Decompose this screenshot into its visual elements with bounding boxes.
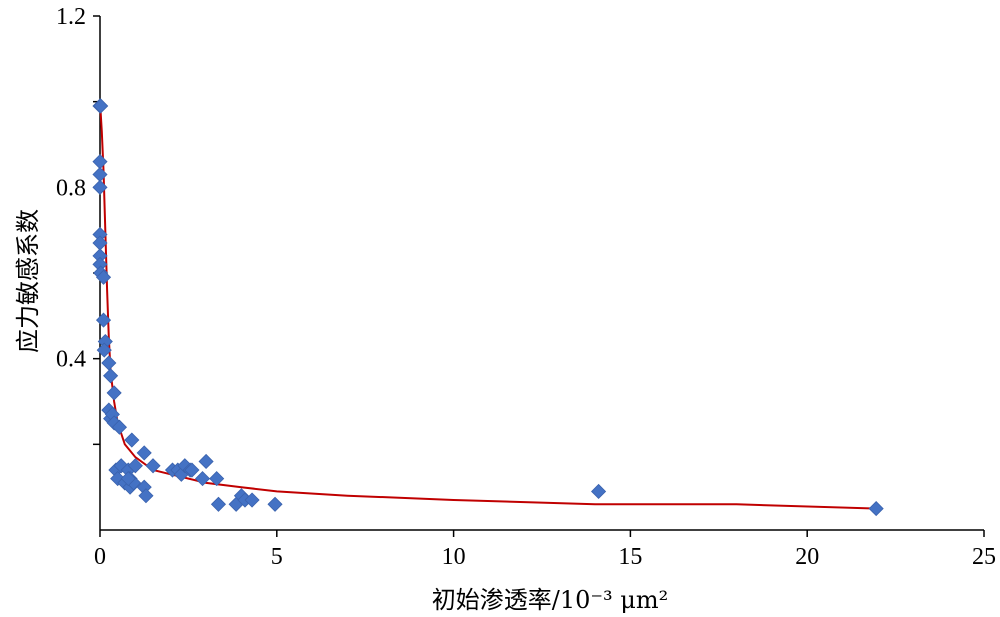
data-point [95,269,112,285]
y-tick-label: 0.8 [56,175,86,201]
data-point [106,385,122,401]
data-point [591,483,607,500]
data-point [103,368,119,384]
data-points-layer [92,98,884,517]
data-point [184,462,200,478]
x-tick-label: 10 [442,544,466,570]
data-point [111,419,128,435]
y-tick-label: 1.2 [56,4,86,30]
y-tick-label: 0.4 [56,347,86,373]
data-point [145,458,161,474]
data-point [267,496,283,512]
data-point [138,488,154,504]
data-point [244,492,260,508]
data-point [127,458,143,474]
x-tick-label: 5 [271,544,283,570]
data-point [96,342,112,358]
x-tick-label: 0 [94,544,106,570]
data-point [92,179,108,195]
x-tick-label: 20 [795,544,819,570]
data-point [210,496,227,512]
tick-labels-layer: 0 5 10 15 20 25 0.4 0.8 1.2 [56,4,996,570]
data-point [124,432,140,448]
data-point [868,501,884,517]
data-point [194,471,211,487]
trend-line [99,101,878,510]
x-tick-label: 15 [618,544,642,570]
data-point [101,355,117,371]
trend-line-layer [99,101,878,510]
data-point [93,98,109,114]
data-point [120,471,136,487]
x-tick-label: 25 [972,544,996,570]
data-point [198,453,214,470]
axes [93,15,985,537]
x-axis-title: 初始渗透率/10⁻³ μm² [432,586,669,614]
data-point [136,445,152,461]
data-point [92,166,108,183]
y-axis-title: 应力敏感系数 [14,209,42,353]
data-point [95,312,112,328]
data-point [92,154,108,170]
data-point [209,471,225,487]
